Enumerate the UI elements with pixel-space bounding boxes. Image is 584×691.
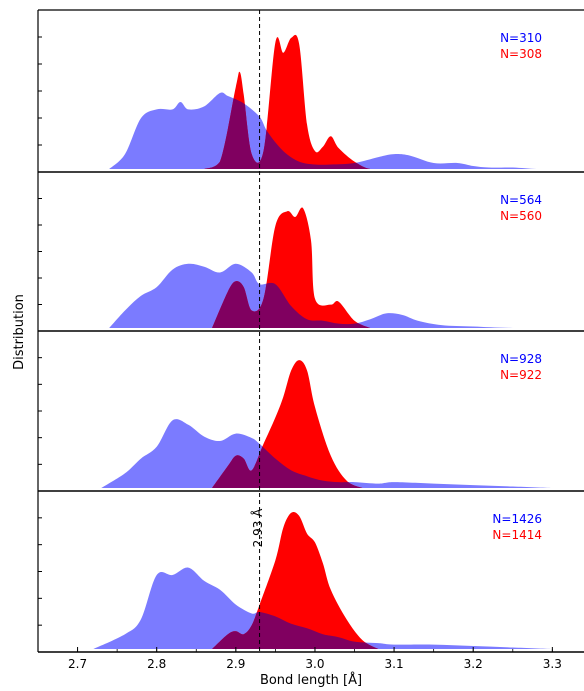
frame-layer [37,9,584,653]
panel-4-series-2-count: N=1414 [492,528,542,542]
x-tick-label: 3.0 [305,657,324,671]
panel-4 [93,511,553,649]
x-tick-label: 2.9 [226,657,245,671]
y-axis-title: Distribution [12,294,27,370]
x-tick-label: 2.8 [147,657,166,671]
panel-3-series-2-count: N=922 [500,368,542,382]
panel-1 [109,34,553,170]
x-tick-label: 3.2 [464,657,483,671]
panel-3-series-1-count: N=928 [500,352,542,366]
panel-1-series-2-count: N=308 [500,47,542,61]
x-tick-label: 2.7 [68,657,87,671]
panel-2-series-2-area [212,207,371,328]
panel-3-series-1-area [101,419,553,488]
x-tick-label: 3.3 [543,657,562,671]
x-tick-label: 3.1 [385,657,404,671]
reference-line-label: 2.93 Å [250,508,265,548]
panel-1-series-2-area [204,34,395,170]
panel-3-series-2-area [212,360,363,488]
x-axis-title: Bond length [Å] [260,672,362,688]
panel-4-series-1-area [93,567,553,649]
panel-1-series-1-area [109,92,553,169]
panel-2-series-1-count: N=564 [500,193,542,207]
panel-3 [101,360,553,488]
panel-4-series-1-count: N=1426 [492,512,542,526]
panel-2 [109,207,553,328]
panel-2-series-2-count: N=560 [500,209,542,223]
panel-1-series-1-count: N=310 [500,31,542,45]
panels-layer [93,34,553,649]
panel-4-series-2-area [212,511,379,649]
labels-layer: N=310 N=308 N=564 N=560 N=928 N=922 N=1426 N=14… [68,31,562,671]
